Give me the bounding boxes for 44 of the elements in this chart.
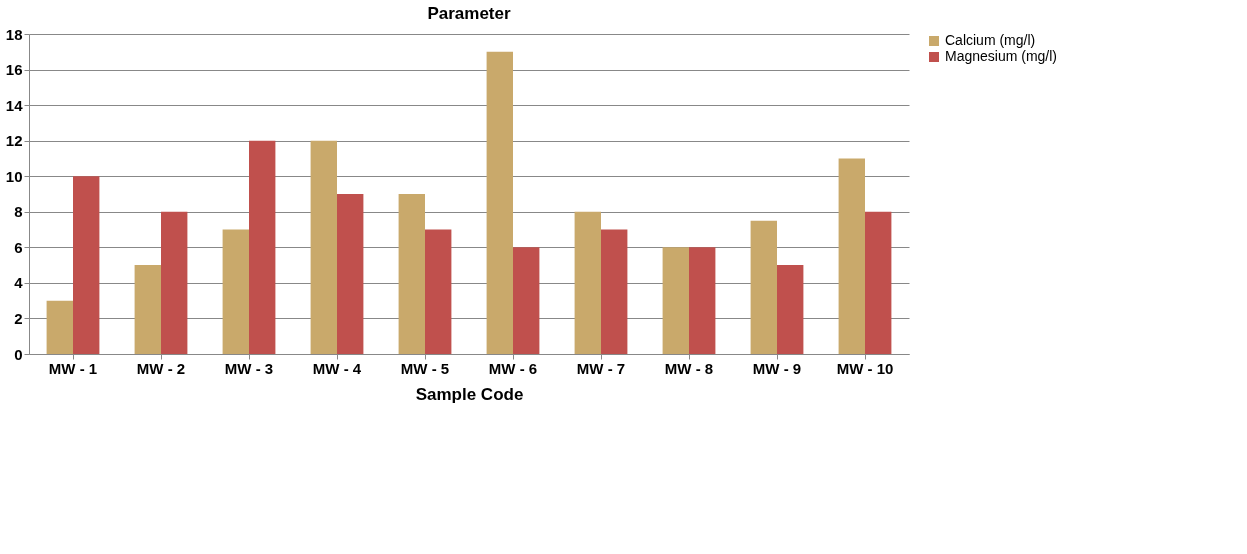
bar [337, 194, 364, 354]
legend-label: Magnesium (mg/l) [945, 48, 1058, 64]
y-tick-label: 14 [5, 96, 24, 114]
y-tick-label: 2 [14, 309, 23, 327]
bar [73, 176, 100, 354]
chart-title: Parameter [427, 4, 511, 23]
x-tick-label: MW - 4 [312, 359, 362, 377]
x-tick-label: MW - 7 [576, 359, 626, 377]
legend-label: Calcium (mg/l) [945, 32, 1036, 48]
bar [689, 247, 716, 354]
bar [865, 211, 892, 354]
bar [574, 211, 601, 354]
x-tick-label: MW - 1 [48, 359, 98, 377]
x-tick-label: MW - 8 [664, 359, 714, 377]
y-tick-label: 12 [5, 132, 23, 150]
bar [134, 265, 161, 354]
bar [249, 140, 276, 354]
bar [46, 300, 73, 354]
y-tick-label: 16 [5, 61, 23, 79]
y-tick-label: 6 [14, 238, 23, 256]
bar [161, 211, 188, 354]
x-tick-label: MW - 6 [488, 359, 538, 377]
bar [310, 140, 337, 354]
bar [750, 220, 777, 354]
bar [486, 51, 513, 354]
y-tick-label: 18 [5, 25, 23, 43]
bar [513, 247, 540, 354]
bar [838, 158, 865, 354]
bar [601, 229, 628, 354]
bar [398, 194, 425, 354]
bar [777, 265, 804, 354]
y-tick-label: 0 [14, 345, 23, 363]
x-tick-label: MW - 3 [224, 359, 274, 377]
y-tick-label: 8 [14, 203, 23, 221]
x-tick-label: MW - 2 [136, 359, 186, 377]
bar [222, 229, 249, 354]
x-tick-label: MW - 5 [400, 359, 450, 377]
x-tick-label: MW - 9 [752, 359, 802, 377]
x-tick-label: MW - 10 [836, 359, 894, 377]
bar [425, 229, 452, 354]
y-tick-label: 10 [5, 167, 23, 185]
x-axis-title: Sample Code [415, 384, 524, 404]
y-tick-label: 4 [14, 274, 24, 292]
bar [662, 247, 689, 354]
